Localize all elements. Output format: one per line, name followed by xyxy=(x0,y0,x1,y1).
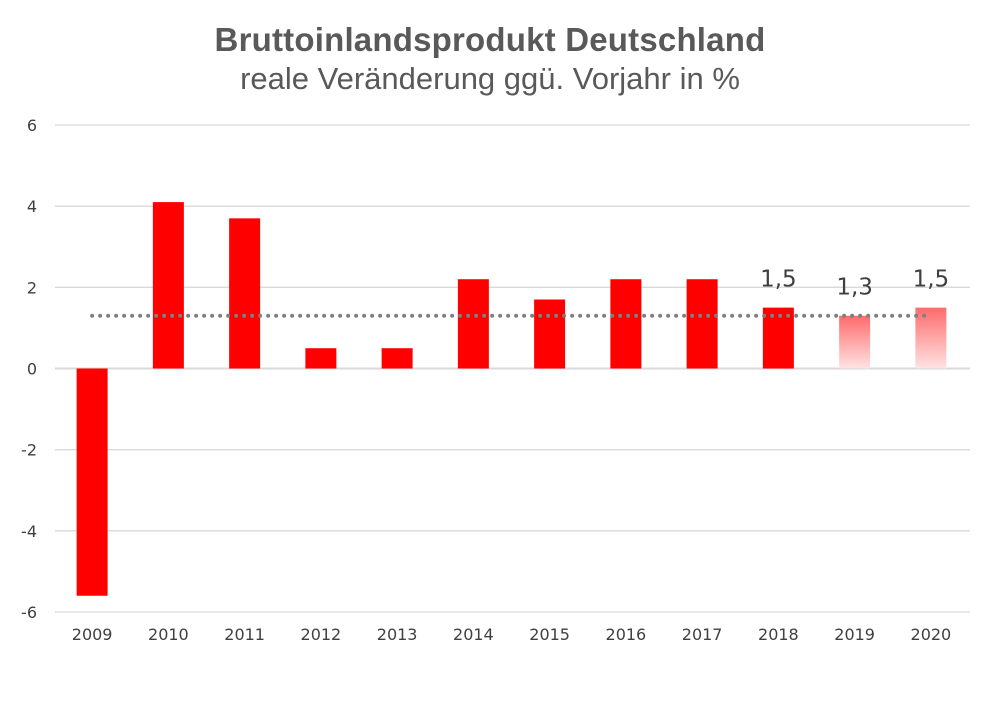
x-tick-label: 2009 xyxy=(72,625,113,644)
x-tick-label: 2020 xyxy=(911,625,952,644)
x-tick-label: 2016 xyxy=(606,625,647,644)
data-labels: 1,5 1,3 1,5 xyxy=(760,267,949,301)
y-tick-label: 2 xyxy=(27,278,37,297)
x-tick-label: 2013 xyxy=(377,625,418,644)
x-tick-label: 2010 xyxy=(148,625,189,644)
data-label: 1,5 xyxy=(760,267,797,293)
bar xyxy=(762,307,794,369)
x-tick-label: 2018 xyxy=(758,625,799,644)
x-tick-label: 2011 xyxy=(224,625,265,644)
x-axis: 2009 2010 2011 2012 2013 2014 2015 2016 2017 2018… xyxy=(72,625,951,644)
y-axis: 6 4 2 0 -2 -4 -6 xyxy=(21,116,37,622)
chart-title: Bruttoinlandsprodukt Deutschland xyxy=(214,21,766,58)
y-tick-label: -4 xyxy=(21,522,37,541)
bar xyxy=(381,348,413,369)
y-tick-label: 6 xyxy=(27,116,37,135)
y-tick-label: 0 xyxy=(27,360,37,379)
bar xyxy=(229,218,261,369)
bar xyxy=(152,202,184,369)
chart-subtitle: reale Veränderung ggü. Vorjahr in % xyxy=(240,61,740,96)
x-tick-label: 2019 xyxy=(834,625,875,644)
x-tick-label: 2017 xyxy=(682,625,723,644)
bars xyxy=(76,202,947,596)
y-tick-label: 4 xyxy=(27,197,37,216)
x-tick-label: 2014 xyxy=(453,625,494,644)
bar xyxy=(686,279,718,369)
bar xyxy=(534,299,566,369)
chart-title-block: Bruttoinlandsprodukt Deutschland reale V… xyxy=(0,20,980,98)
bar xyxy=(610,279,642,369)
data-label: 1,3 xyxy=(836,275,873,301)
x-tick-label: 2012 xyxy=(301,625,342,644)
bar xyxy=(305,348,337,369)
bar xyxy=(915,307,947,369)
bar xyxy=(839,315,871,369)
gridlines xyxy=(55,124,970,613)
x-tick-label: 2015 xyxy=(529,625,570,644)
y-tick-label: -2 xyxy=(21,441,37,460)
data-label: 1,5 xyxy=(913,267,950,293)
y-tick-label: -6 xyxy=(21,603,37,622)
bar xyxy=(457,279,489,369)
bar xyxy=(76,368,108,596)
